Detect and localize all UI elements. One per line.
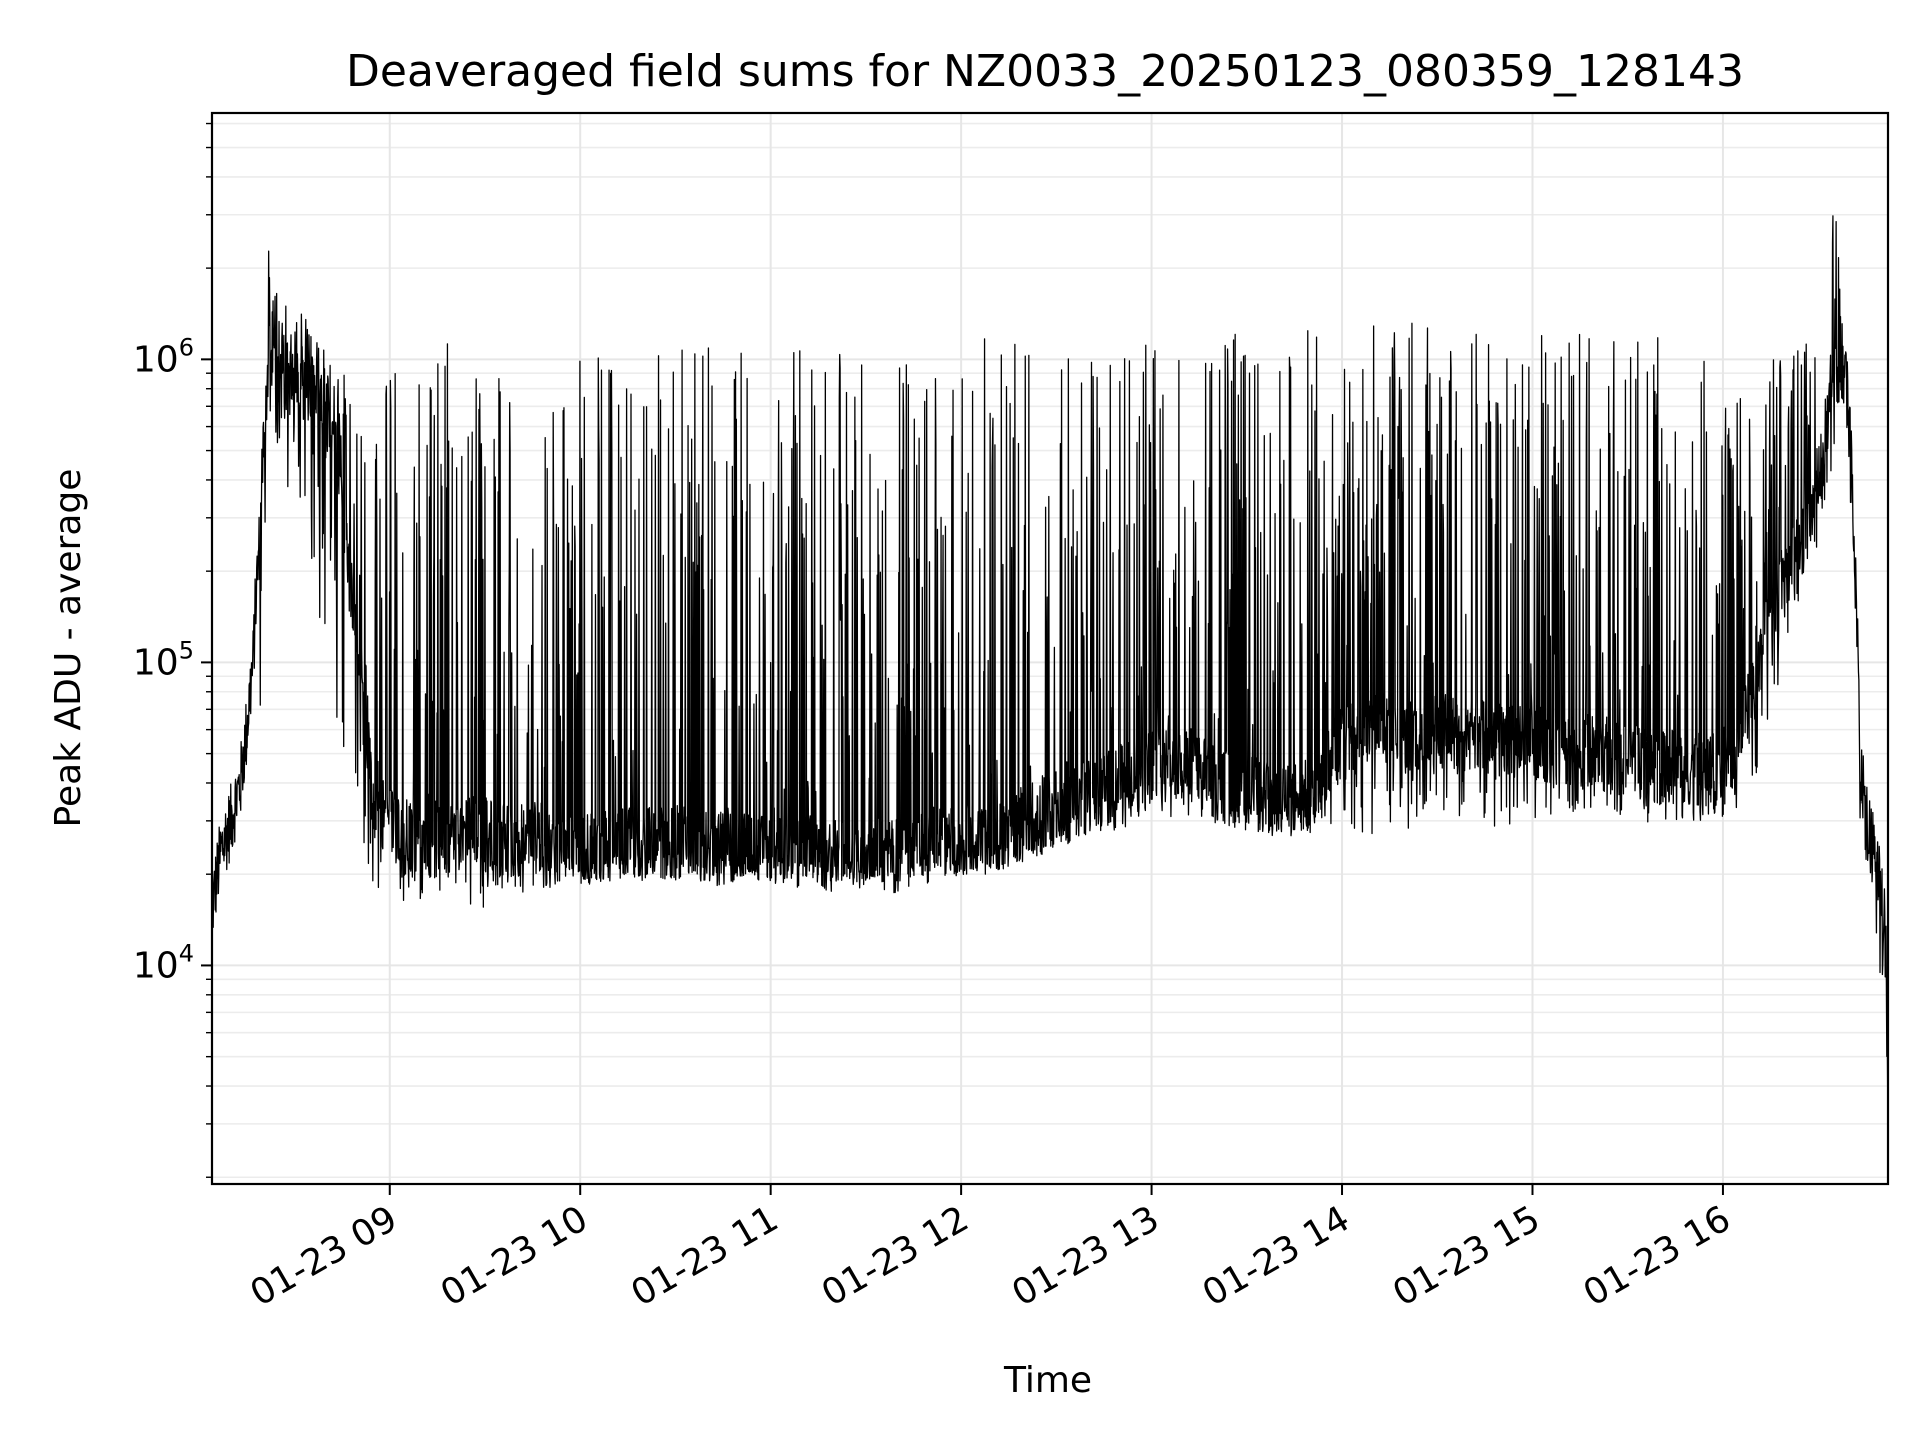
y-tick-label: 104 xyxy=(133,939,194,986)
x-tick-label: 01-23 13 xyxy=(1005,1198,1166,1314)
x-tick-label: 01-23 16 xyxy=(1577,1198,1738,1314)
x-tick-label: 01-23 12 xyxy=(815,1198,976,1314)
x-axis-label: Time xyxy=(1003,1360,1092,1401)
x-tick-label: 01-23 11 xyxy=(624,1198,785,1314)
plot-frame xyxy=(210,111,1890,1186)
chart-title: Deaveraged field sums for NZ0033_2025012… xyxy=(346,46,1744,97)
y-tick-label: 105 xyxy=(133,636,194,683)
x-axis: 01-23 09 01-23 10 01-23 11 01-23 12 01-23 13… xyxy=(244,1184,1738,1315)
series-group xyxy=(211,215,1889,1142)
x-tick-label: 01-23 10 xyxy=(434,1198,595,1314)
series-line xyxy=(211,215,1889,1142)
x-tick-label: 01-23 09 xyxy=(244,1198,405,1314)
y-axis: 104 105 106 xyxy=(133,122,212,1178)
x-tick-label: 01-23 14 xyxy=(1196,1198,1357,1314)
y-axis-label: Peak ADU - average xyxy=(48,469,89,828)
x-tick-label: 01-23 15 xyxy=(1386,1198,1547,1314)
y-tick-label: 106 xyxy=(133,333,194,380)
